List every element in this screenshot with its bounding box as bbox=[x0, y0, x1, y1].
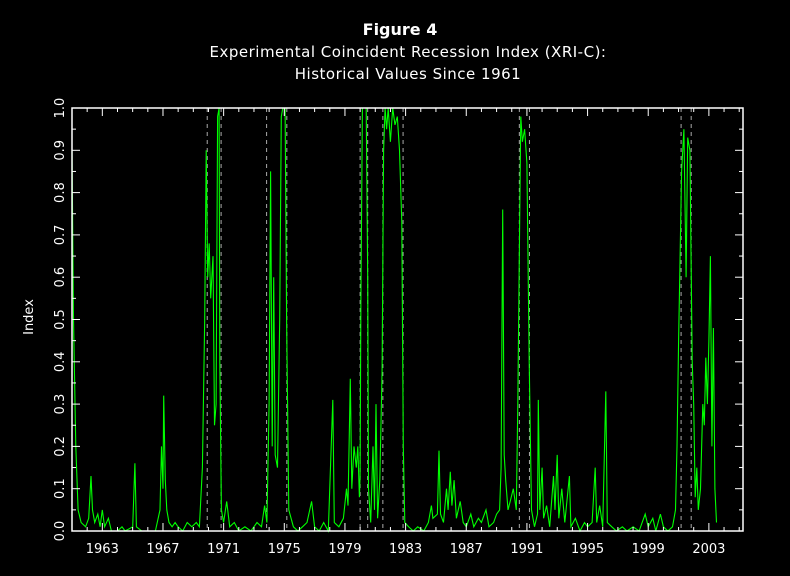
y-tick-label: 0.4 bbox=[53, 351, 68, 372]
series-line-0 bbox=[71, 107, 718, 534]
chart-subtitle-2: Historical Values Since 1961 bbox=[295, 65, 521, 83]
x-tick-label: 1971 bbox=[207, 542, 240, 557]
x-tick-label: 1967 bbox=[146, 542, 179, 557]
y-tick-label: 0.1 bbox=[53, 478, 68, 499]
x-tick-label: 1995 bbox=[571, 542, 604, 557]
y-tick-label: 0.3 bbox=[53, 394, 68, 415]
y-tick-label: 0.6 bbox=[53, 267, 68, 288]
x-tick-label: 1983 bbox=[389, 542, 422, 557]
x-tick-label: 1979 bbox=[328, 542, 361, 557]
x-tick-label: 1987 bbox=[450, 542, 483, 557]
x-tick-label: 2003 bbox=[692, 542, 725, 557]
y-tick-label: 0.8 bbox=[53, 182, 68, 203]
y-tick-label: 0.0 bbox=[53, 521, 68, 542]
x-tick-label: 1991 bbox=[510, 542, 543, 557]
y-tick-label: 1.0 bbox=[53, 98, 68, 119]
x-tick-label: 1975 bbox=[268, 542, 301, 557]
chart-title: Figure 4 bbox=[363, 20, 438, 39]
x-tick-label: 1963 bbox=[86, 542, 119, 557]
chart-subtitle-1: Experimental Coincident Recession Index … bbox=[210, 43, 607, 61]
y-tick-label: 0.5 bbox=[53, 309, 68, 330]
plot-area: 0.0 0.1 0.2 0.3 0.4 0.5 0.6 0.7 0.8 0.9 1.0 1963 196… bbox=[53, 98, 744, 557]
y-axis-label: Index bbox=[22, 299, 37, 335]
x-tick-label: 1999 bbox=[632, 542, 665, 557]
y-tick-label: 0.7 bbox=[53, 225, 68, 246]
y-tick-label: 0.9 bbox=[53, 140, 68, 161]
y-tick-label: 0.2 bbox=[53, 436, 68, 457]
